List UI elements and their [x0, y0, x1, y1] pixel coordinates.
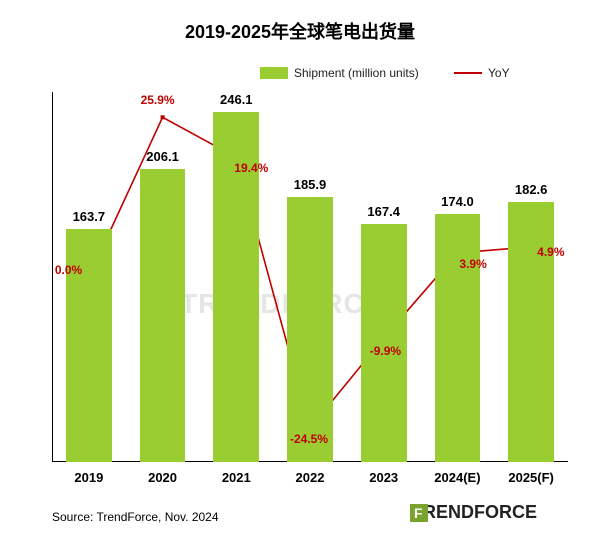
bar-label: 182.6 — [507, 182, 555, 197]
trendforce-logo: F TRENDFORCE — [408, 502, 537, 523]
yoy-label: -9.9% — [370, 344, 401, 358]
legend-shipment: Shipment (million units) — [260, 66, 419, 80]
svg-text:F: F — [414, 505, 423, 521]
logo-mark-icon: F — [408, 502, 430, 524]
x-tick-label: 2019 — [52, 470, 126, 485]
legend-yoy: YoY — [454, 66, 510, 80]
bar-label: 174.0 — [433, 194, 481, 209]
legend-swatch-line — [454, 72, 482, 74]
source-text: Source: TrendForce, Nov. 2024 — [52, 510, 219, 524]
bar-2025(F) — [508, 202, 554, 462]
chart-title: 2019-2025年全球笔电出货量 — [0, 18, 600, 44]
x-tick-label: 2023 — [347, 470, 421, 485]
x-tick-label: 2024(E) — [421, 470, 495, 485]
yoy-label: 3.9% — [459, 257, 486, 271]
yoy-label: 25.9% — [141, 93, 175, 107]
bar-label: 246.1 — [212, 92, 260, 107]
x-tick-label: 2020 — [126, 470, 200, 485]
x-tick-label: 2021 — [199, 470, 273, 485]
yoy-label: 4.9% — [537, 245, 564, 259]
bar-2023 — [361, 224, 407, 462]
yoy-label: 19.4% — [234, 161, 268, 175]
logo-text: TRENDFORCE — [412, 502, 537, 523]
yoy-label: 0.0% — [55, 263, 82, 277]
chart-container: 2019-2025年全球笔电出货量 Shipment (million unit… — [0, 0, 600, 546]
bar-2024(E) — [435, 214, 481, 462]
bar-label: 206.1 — [139, 149, 187, 164]
x-tick-label: 2025(F) — [494, 470, 568, 485]
legend-swatch-bar — [260, 67, 288, 79]
x-tick-label: 2022 — [273, 470, 347, 485]
legend-yoy-label: YoY — [488, 66, 510, 80]
yoy-label: -24.5% — [290, 432, 328, 446]
bar-2022 — [287, 197, 333, 462]
legend-shipment-label: Shipment (million units) — [294, 66, 419, 80]
bar-label: 185.9 — [286, 177, 334, 192]
bar-label: 167.4 — [360, 204, 408, 219]
bar-label: 163.7 — [65, 209, 113, 224]
plot-area — [52, 92, 568, 462]
bar-2020 — [140, 169, 186, 462]
